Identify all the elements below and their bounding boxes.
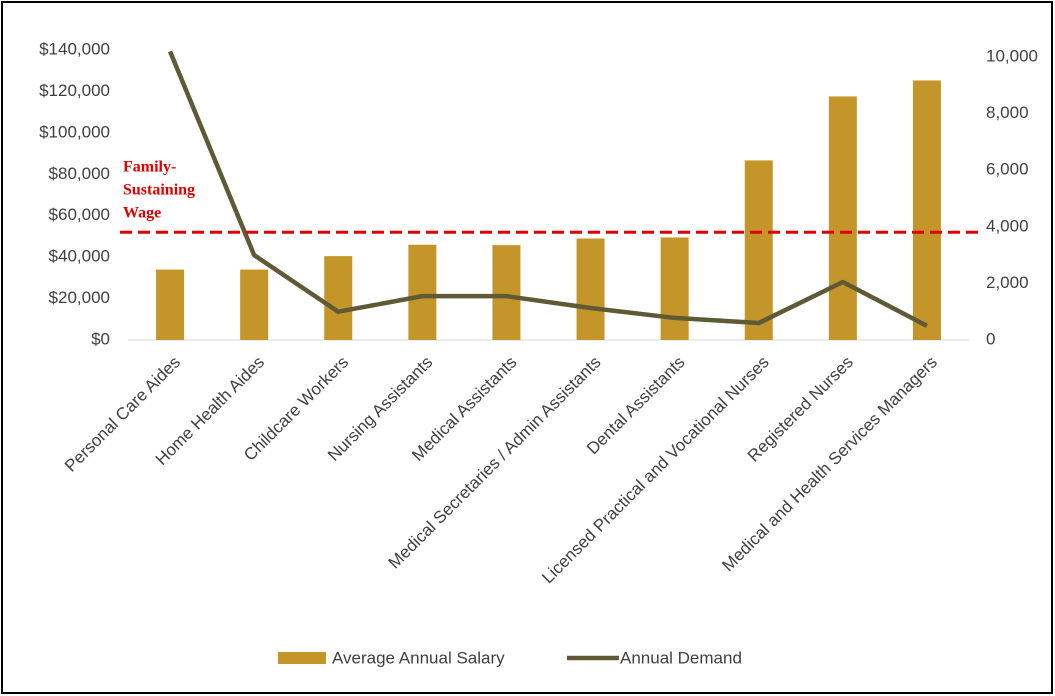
y-tick-label: $60,000 (49, 205, 110, 224)
y2-tick-label: 4,000 (986, 216, 1029, 235)
bar (492, 245, 521, 340)
bar (576, 238, 605, 340)
reference-label: Wage (123, 205, 161, 222)
y-tick-label: $100,000 (39, 122, 110, 141)
bar (408, 244, 437, 340)
bar (912, 80, 941, 340)
y-tick-label: $40,000 (49, 247, 110, 266)
legend-label: Average Annual Salary (332, 648, 505, 667)
y2-tick-label: 8,000 (986, 103, 1029, 122)
bar (828, 96, 857, 341)
y-tick-label: $120,000 (39, 81, 110, 100)
y-tick-label: $140,000 (39, 39, 110, 58)
legend-label: Annual Demand (620, 648, 742, 667)
y-tick-label: $20,000 (49, 288, 110, 307)
bar (744, 160, 773, 340)
y2-tick-label: 10,000 (986, 47, 1038, 66)
y2-tick-label: 6,000 (986, 160, 1029, 179)
reference-label: Sustaining (123, 182, 195, 199)
reference-label: Family- (123, 159, 176, 176)
bar (324, 256, 353, 340)
y2-tick-label: 2,000 (986, 273, 1029, 292)
bar (240, 269, 269, 340)
y2-tick-label: 0 (986, 329, 995, 348)
line (167, 50, 928, 328)
legend-swatch (278, 652, 326, 664)
y-tick-label: $0 (91, 329, 110, 348)
bar (660, 237, 689, 340)
bar (156, 269, 185, 340)
y-tick-label: $80,000 (49, 164, 110, 183)
